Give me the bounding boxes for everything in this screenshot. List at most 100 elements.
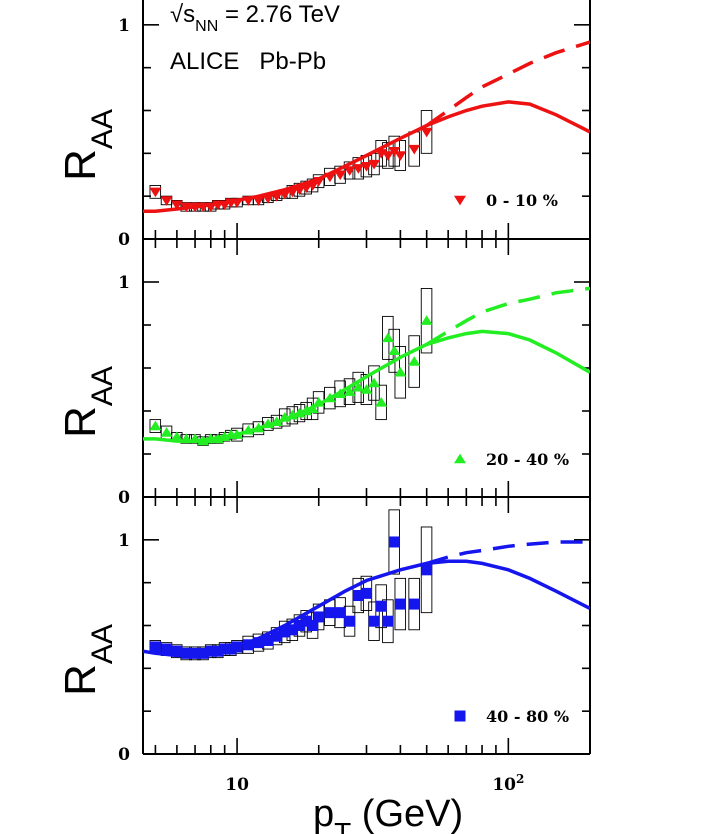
data-point <box>261 194 274 204</box>
data-point <box>323 172 336 183</box>
sys-error-box <box>394 346 407 399</box>
data-point <box>197 647 209 659</box>
data-point <box>189 202 202 213</box>
energy-annotation: √sNN = 2.76 TeV <box>170 1 340 35</box>
data-point <box>242 424 255 435</box>
data-point <box>252 422 265 433</box>
data-point <box>197 202 210 213</box>
data-point <box>312 176 325 187</box>
sys-error-box <box>352 371 365 403</box>
data-point <box>408 144 421 155</box>
data-point <box>231 198 244 208</box>
legend-label: 0 - 10 % <box>486 191 558 210</box>
sys-error-box <box>382 315 394 360</box>
sys-error-box <box>334 165 346 184</box>
y-tick-label: 1 <box>118 531 130 551</box>
data-point <box>149 420 162 431</box>
data-point <box>270 191 283 202</box>
data-point <box>231 429 244 439</box>
data-point <box>160 427 173 437</box>
sys-error-box <box>368 365 380 401</box>
data-point <box>352 381 365 392</box>
legend-label: 40 - 80 % <box>486 707 569 726</box>
data-point <box>286 624 298 636</box>
data-point <box>394 366 407 377</box>
data-point <box>189 433 202 444</box>
x-tick-label: 102 <box>492 772 524 795</box>
data-point <box>180 202 193 213</box>
data-point <box>313 611 325 623</box>
sys-error-box <box>408 335 420 388</box>
model-curve-dashed <box>426 540 590 566</box>
data-point <box>394 151 407 161</box>
data-point <box>324 607 336 619</box>
data-point <box>394 598 406 610</box>
legend-label: 20 - 40 % <box>486 450 569 469</box>
data-point <box>219 643 231 655</box>
data-point <box>344 615 356 627</box>
data-point <box>189 647 201 659</box>
data-point <box>312 397 325 407</box>
data-point <box>334 388 347 398</box>
data-point <box>420 127 433 138</box>
data-point <box>381 151 394 161</box>
data-point <box>205 645 217 657</box>
data-point <box>368 377 381 388</box>
y-tick-label: 1 <box>118 16 130 36</box>
y-tick-label: 0 <box>118 230 130 250</box>
x-axis-label: pT (GeV) <box>313 793 463 834</box>
x-tick-label: 10 <box>225 775 249 795</box>
data-point <box>343 166 356 176</box>
data-point <box>368 615 380 627</box>
data-point <box>252 196 265 206</box>
data-point <box>242 196 255 206</box>
y-axis-label: RAA <box>56 109 119 181</box>
plot-area <box>143 40 590 213</box>
data-point <box>352 590 364 602</box>
data-point <box>170 431 183 441</box>
data-point <box>421 564 433 576</box>
data-point <box>334 607 346 619</box>
data-point <box>408 598 420 610</box>
data-point <box>360 384 373 394</box>
data-point <box>253 637 265 649</box>
panel-middle: 0 1 RAA 20 - 40 % <box>56 238 591 508</box>
data-point <box>149 187 162 198</box>
legend-marker <box>454 710 466 722</box>
panel-top: 0 1 RAA 0 - 10 % <box>56 0 591 250</box>
data-point <box>343 386 356 396</box>
experiment-annotation: ALICE Pb-Pb <box>170 48 326 75</box>
data-point <box>180 647 192 659</box>
model-curve-dashed <box>425 40 590 127</box>
data-point <box>225 643 237 655</box>
data-point <box>293 185 306 196</box>
data-point <box>388 536 400 548</box>
data-point <box>278 189 291 200</box>
data-point <box>375 397 388 407</box>
legend-marker <box>454 195 466 206</box>
data-point <box>382 615 394 627</box>
data-point <box>388 345 401 355</box>
data-point <box>334 170 347 181</box>
data-point <box>361 587 372 599</box>
y-tick-label: 0 <box>118 745 130 765</box>
data-point <box>231 641 243 653</box>
data-point <box>300 615 312 627</box>
data-point <box>262 634 274 646</box>
data-point <box>300 183 313 193</box>
sys-error-box <box>420 110 433 154</box>
data-point <box>242 639 254 651</box>
data-point <box>352 164 365 174</box>
sys-error-box <box>420 288 433 354</box>
data-point <box>170 200 183 211</box>
legend-marker <box>454 453 466 464</box>
y-tick-label: 0 <box>118 488 130 508</box>
data-point <box>420 315 433 325</box>
sys-error-box <box>149 185 162 199</box>
sys-error-box <box>388 135 400 167</box>
plot-area <box>143 509 590 661</box>
data-point <box>368 159 381 170</box>
data-point <box>286 187 299 198</box>
plot-area <box>143 286 590 446</box>
